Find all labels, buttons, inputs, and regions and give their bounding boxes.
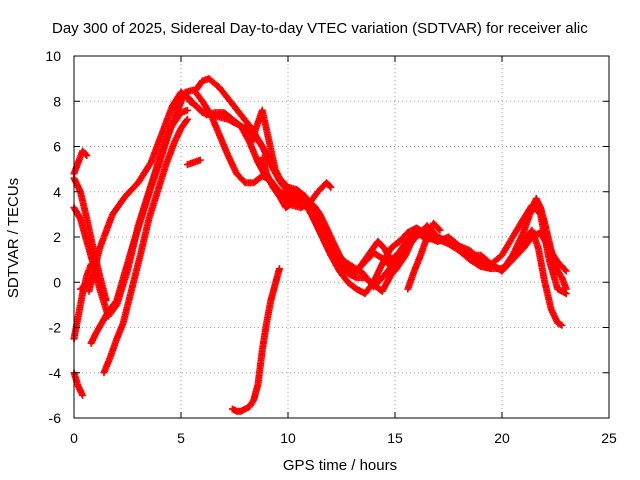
- x-tick-label: 0: [70, 430, 78, 446]
- x-tick-label: 25: [601, 430, 617, 446]
- data-point: [82, 150, 90, 158]
- y-tick-label: -6: [49, 410, 62, 426]
- y-tick-label: 2: [53, 229, 61, 245]
- y-tick-label: 4: [53, 184, 61, 200]
- data-point: [196, 156, 204, 164]
- series-track-8: [100, 115, 191, 377]
- x-axis-label: GPS time / hours: [283, 457, 397, 474]
- data-point: [79, 391, 87, 399]
- data-point: [558, 321, 566, 329]
- data-point: [183, 115, 191, 123]
- y-tick-label: -4: [49, 365, 62, 381]
- data-point: [183, 106, 191, 114]
- x-tick-label: 5: [177, 430, 185, 446]
- y-tick-labels: -6 -4 -2 0 2 4 6 8 10: [45, 48, 61, 426]
- series-track-14: [248, 106, 570, 293]
- chart-title: Day 300 of 2025, Sidereal Day-to-day VTE…: [52, 20, 588, 37]
- data-point: [183, 117, 191, 125]
- series-track-17: [404, 219, 444, 293]
- y-tick-label: 10: [45, 48, 61, 64]
- x-tick-label: 15: [387, 430, 403, 446]
- y-tick-label: -2: [49, 320, 62, 336]
- data-point: [102, 296, 110, 304]
- data-point: [562, 267, 570, 275]
- data-marks: [70, 75, 570, 415]
- y-tick-label: 6: [53, 139, 61, 155]
- data-point: [436, 226, 444, 234]
- y-axis-label: SDTVAR / TECUs: [5, 178, 22, 298]
- axis-ticks: [73, 55, 610, 419]
- data-point: [326, 182, 334, 190]
- data-point: [561, 266, 569, 274]
- x-tick-labels: 0 5 10 15 20 25: [70, 430, 617, 446]
- y-tick-label: 8: [53, 93, 61, 109]
- series-track-15: [183, 156, 204, 169]
- x-tick-label: 20: [494, 430, 510, 446]
- data-point: [83, 152, 91, 160]
- series-track-6: [70, 369, 87, 399]
- y-tick-label: 0: [53, 274, 61, 290]
- data-point: [562, 285, 570, 293]
- series-track-7: [87, 88, 191, 347]
- data-point: [435, 225, 443, 233]
- data-point: [327, 183, 335, 191]
- x-tick-label: 10: [280, 430, 296, 446]
- data-point: [275, 265, 283, 273]
- series-track-16: [228, 265, 283, 415]
